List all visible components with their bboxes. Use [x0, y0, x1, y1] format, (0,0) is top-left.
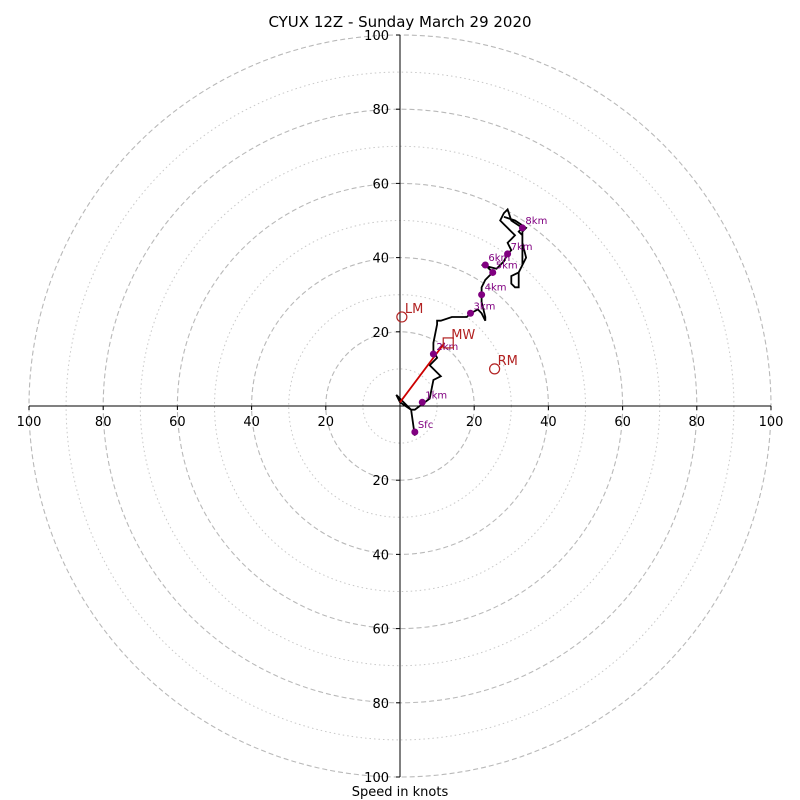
hodograph-trace	[395, 207, 528, 436]
x-tick-label: 20	[466, 415, 483, 430]
height-marker-5km	[489, 268, 497, 276]
y-tick-label: 100	[364, 29, 389, 44]
y-tick-label: 40	[372, 252, 389, 267]
storm-motion-markers: LM MW RM	[396, 302, 518, 375]
motion-marker-mw	[442, 337, 454, 349]
x-tick-label: 100	[759, 415, 784, 430]
height-label-7km: 7km	[511, 242, 533, 253]
motion-marker-rm	[489, 363, 501, 375]
height-marker-sfc	[411, 428, 419, 436]
tick-labels: 100 80 60 40 20 20 40 60 80 100 100 80 60 40 20 20 40 60 8…	[17, 29, 784, 786]
height-label-6km: 6km	[488, 253, 510, 264]
y-tick-label: 20	[372, 474, 389, 489]
shear-vector-layer	[399, 342, 446, 403]
height-marker-2km	[429, 350, 437, 358]
y-tick-label: 20	[372, 326, 389, 341]
chart-title: CYUX 12Z - Sunday March 29 2020	[268, 13, 531, 31]
y-tick-label: 100	[364, 771, 389, 786]
height-marker-6km	[481, 261, 489, 269]
height-marker-4km	[478, 291, 486, 299]
height-marker-7km	[504, 250, 512, 258]
motion-marker-lm	[396, 311, 408, 323]
height-marker-1km	[418, 398, 426, 406]
y-tick-label: 60	[372, 623, 389, 638]
motion-label-rm: RM	[498, 354, 518, 369]
x-tick-label: 100	[17, 415, 42, 430]
height-marker-8km	[518, 224, 526, 232]
motion-label-lm: LM	[405, 302, 423, 317]
height-label-8km: 8km	[525, 216, 547, 227]
y-tick-label: 40	[372, 548, 389, 563]
x-tick-label: 80	[95, 415, 112, 430]
x-tick-label: 40	[540, 415, 557, 430]
y-tick-label: 60	[372, 177, 389, 192]
motion-label-mw: MW	[451, 328, 475, 343]
axes	[29, 35, 771, 777]
x-tick-label: 60	[614, 415, 631, 430]
height-label-sfc: Sfc	[418, 420, 433, 431]
height-label-3km: 3km	[473, 301, 495, 312]
x-tick-label: 60	[169, 415, 186, 430]
y-tick-label: 80	[372, 103, 389, 118]
x-tick-label: 40	[243, 415, 260, 430]
height-label-1km: 1km	[425, 390, 447, 401]
x-tick-label: 80	[689, 415, 706, 430]
x-tick-label: 20	[318, 415, 335, 430]
x-axis-label: Speed in knots	[352, 785, 449, 800]
shear-vector-line	[399, 342, 446, 403]
wind-trace-line	[395, 207, 528, 436]
height-label-4km: 4km	[485, 283, 507, 294]
y-tick-label: 80	[372, 697, 389, 712]
height-marker-3km	[466, 309, 474, 317]
height-label-5km: 5km	[496, 260, 518, 271]
